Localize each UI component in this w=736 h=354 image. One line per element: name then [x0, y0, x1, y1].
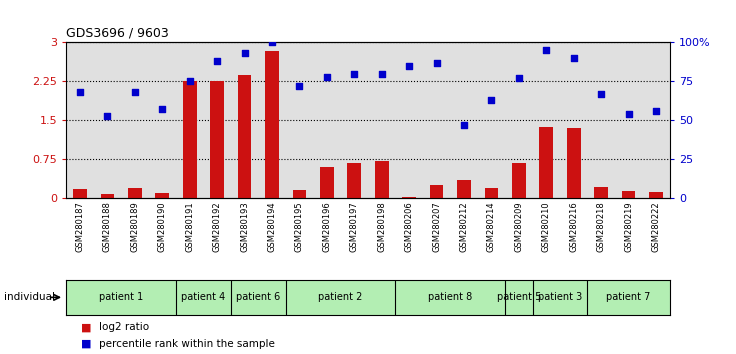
Point [595, 91, 607, 97]
Text: patient 2: patient 2 [319, 292, 363, 302]
Text: ■: ■ [81, 322, 91, 332]
Bar [320, 167, 333, 198]
Point [238, 51, 250, 56]
Bar [101, 194, 114, 198]
Point [486, 97, 498, 103]
Point [513, 75, 525, 81]
Bar [430, 185, 443, 198]
Text: GDS3696 / 9603: GDS3696 / 9603 [66, 27, 169, 40]
Bar [512, 163, 526, 198]
Bar [73, 189, 87, 198]
Bar [484, 188, 498, 198]
Point [431, 60, 442, 65]
Text: percentile rank within the sample: percentile rank within the sample [99, 339, 275, 349]
Point [458, 122, 470, 128]
Point [129, 90, 141, 95]
Point [211, 58, 223, 64]
Text: patient 6: patient 6 [236, 292, 280, 302]
Point [540, 47, 552, 53]
Bar [375, 161, 389, 198]
Point [184, 79, 196, 84]
Bar [238, 75, 252, 198]
Text: patient 4: patient 4 [181, 292, 225, 302]
Bar [539, 127, 553, 198]
Point [156, 107, 168, 112]
Bar [128, 188, 141, 198]
Point [266, 40, 278, 45]
Text: patient 5: patient 5 [497, 292, 541, 302]
Point [74, 90, 86, 95]
Text: patient 7: patient 7 [606, 292, 651, 302]
Point [403, 63, 415, 69]
Point [348, 71, 360, 76]
Bar [265, 51, 279, 198]
Bar [595, 187, 608, 198]
Text: patient 1: patient 1 [99, 292, 144, 302]
Text: ■: ■ [81, 339, 91, 349]
Bar [155, 193, 169, 198]
Point [102, 113, 113, 119]
Point [650, 108, 662, 114]
Bar [403, 197, 416, 198]
Text: patient 3: patient 3 [538, 292, 582, 302]
Text: individual: individual [4, 292, 54, 302]
Bar [183, 81, 197, 198]
Bar [649, 192, 663, 198]
Bar [210, 81, 224, 198]
Point [623, 111, 634, 117]
Point [568, 55, 580, 61]
Point [376, 71, 388, 76]
Bar [457, 179, 471, 198]
Bar [622, 191, 635, 198]
Point [294, 83, 305, 89]
Text: log2 ratio: log2 ratio [99, 322, 149, 332]
Bar [292, 190, 306, 198]
Point [321, 74, 333, 80]
Text: patient 8: patient 8 [428, 292, 473, 302]
Bar [347, 163, 361, 198]
Bar [567, 128, 581, 198]
